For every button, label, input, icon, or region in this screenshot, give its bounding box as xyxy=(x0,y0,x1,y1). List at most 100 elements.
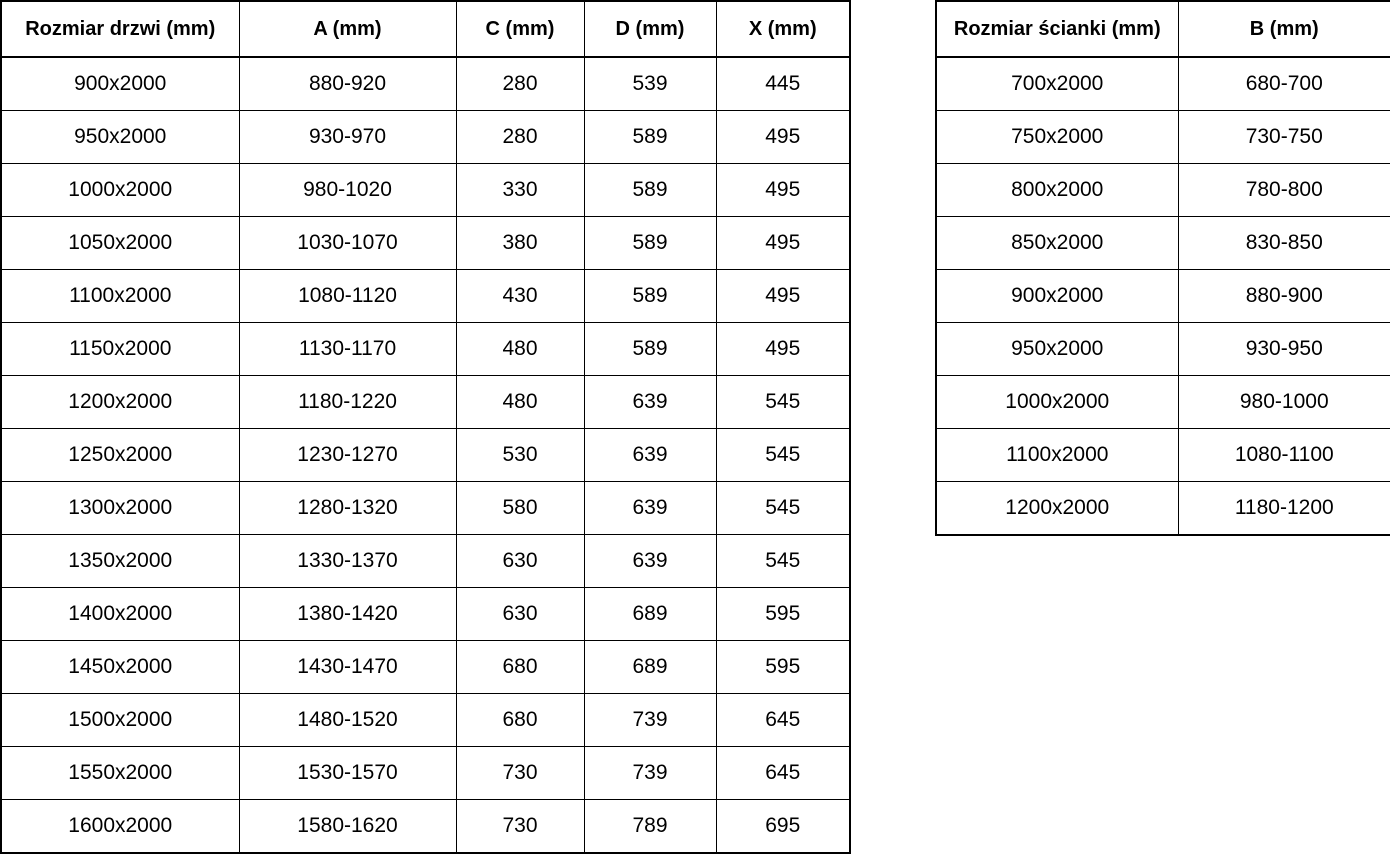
table-cell: 1100x2000 xyxy=(935,428,1179,482)
table-cell: 1480-1520 xyxy=(238,693,457,747)
wall-panel-sizes-table-head: Rozmiar ścianki (mm) B (mm) xyxy=(935,0,1390,58)
table-cell: 1530-1570 xyxy=(238,746,457,800)
table-row: 1250x2000 1230-1270 530 639 545 xyxy=(0,428,851,482)
table-cell: 639 xyxy=(583,428,717,482)
table-cell: 1030-1070 xyxy=(238,216,457,270)
table-row: 750x2000 730-750 xyxy=(935,110,1390,164)
table-row: 1400x2000 1380-1420 630 689 595 xyxy=(0,587,851,641)
table-row: 1500x2000 1480-1520 680 739 645 xyxy=(0,693,851,747)
table-cell: 850x2000 xyxy=(935,216,1179,270)
table-cell: 1300x2000 xyxy=(0,481,240,535)
table-cell: 980-1000 xyxy=(1177,375,1390,429)
table-cell: 545 xyxy=(715,375,851,429)
table-cell: 1200x2000 xyxy=(935,481,1179,536)
table-cell: 1080-1120 xyxy=(238,269,457,323)
table-cell: 689 xyxy=(583,640,717,694)
table-cell: 750x2000 xyxy=(935,110,1179,164)
table-row: 1350x2000 1330-1370 630 639 545 xyxy=(0,534,851,588)
table-cell: 1430-1470 xyxy=(238,640,457,694)
table-cell: 930-950 xyxy=(1177,322,1390,376)
table-row: 1050x2000 1030-1070 380 589 495 xyxy=(0,216,851,270)
table-cell: 780-800 xyxy=(1177,163,1390,217)
table-cell: 480 xyxy=(455,375,585,429)
table-cell: 739 xyxy=(583,693,717,747)
table-cell: 680 xyxy=(455,640,585,694)
table-cell: 680-700 xyxy=(1177,56,1390,111)
column-header: Rozmiar drzwi (mm) xyxy=(0,0,240,58)
table-cell: 1180-1220 xyxy=(238,375,457,429)
table-cell: 495 xyxy=(715,269,851,323)
table-cell: 545 xyxy=(715,428,851,482)
table-cell: 589 xyxy=(583,269,717,323)
table-cell: 589 xyxy=(583,322,717,376)
table-cell: 639 xyxy=(583,534,717,588)
table-cell: 639 xyxy=(583,481,717,535)
door-sizes-table-body: 900x2000 880-920 280 539 445 950x2000 930-970 2… xyxy=(0,56,851,854)
table-cell: 1330-1370 xyxy=(238,534,457,588)
table-cell: 280 xyxy=(455,56,585,111)
table-cell: 700x2000 xyxy=(935,56,1179,111)
table-cell: 645 xyxy=(715,693,851,747)
table-cell: 589 xyxy=(583,216,717,270)
wall-panel-sizes-table: Rozmiar ścianki (mm) B (mm) 700x2000 680-7… xyxy=(935,0,1390,536)
table-cell: 1150x2000 xyxy=(0,322,240,376)
table-row: 850x2000 830-850 xyxy=(935,216,1390,270)
table-cell: 589 xyxy=(583,163,717,217)
table-cell: 1550x2000 xyxy=(0,746,240,800)
table-cell: 580 xyxy=(455,481,585,535)
table-cell: 1080-1100 xyxy=(1177,428,1390,482)
table-cell: 789 xyxy=(583,799,717,854)
column-header: X (mm) xyxy=(715,0,851,58)
table-row: 1300x2000 1280-1320 580 639 545 xyxy=(0,481,851,535)
table-header-row: Rozmiar ścianki (mm) B (mm) xyxy=(935,0,1390,58)
table-cell: 950x2000 xyxy=(0,110,240,164)
table-cell: 280 xyxy=(455,110,585,164)
table-row: 1200x2000 1180-1200 xyxy=(935,481,1390,536)
table-cell: 1580-1620 xyxy=(238,799,457,854)
column-header: A (mm) xyxy=(238,0,457,58)
table-cell: 1200x2000 xyxy=(0,375,240,429)
table-cell: 1600x2000 xyxy=(0,799,240,854)
table-row: 1200x2000 1180-1220 480 639 545 xyxy=(0,375,851,429)
table-row: 1100x2000 1080-1120 430 589 495 xyxy=(0,269,851,323)
table-row: 950x2000 930-950 xyxy=(935,322,1390,376)
table-cell: 630 xyxy=(455,587,585,641)
table-cell: 880-920 xyxy=(238,56,457,111)
column-header: C (mm) xyxy=(455,0,585,58)
table-cell: 695 xyxy=(715,799,851,854)
table-cell: 380 xyxy=(455,216,585,270)
column-header: Rozmiar ścianki (mm) xyxy=(935,0,1179,58)
table-cell: 1280-1320 xyxy=(238,481,457,535)
table-cell: 1100x2000 xyxy=(0,269,240,323)
door-sizes-table-head: Rozmiar drzwi (mm) A (mm) C (mm) D (mm) X (m… xyxy=(0,0,851,58)
table-row: 1150x2000 1130-1170 480 589 495 xyxy=(0,322,851,376)
table-cell: 730 xyxy=(455,799,585,854)
table-cell: 445 xyxy=(715,56,851,111)
table-row: 950x2000 930-970 280 589 495 xyxy=(0,110,851,164)
table-cell: 730-750 xyxy=(1177,110,1390,164)
column-header: B (mm) xyxy=(1177,0,1390,58)
table-cell: 645 xyxy=(715,746,851,800)
table-row: 1450x2000 1430-1470 680 689 595 xyxy=(0,640,851,694)
table-cell: 595 xyxy=(715,587,851,641)
table-cell: 495 xyxy=(715,110,851,164)
table-cell: 1230-1270 xyxy=(238,428,457,482)
table-cell: 589 xyxy=(583,110,717,164)
table-cell: 545 xyxy=(715,534,851,588)
table-cell: 539 xyxy=(583,56,717,111)
wall-panel-sizes-table-body: 700x2000 680-700 750x2000 730-750 800x2000 78… xyxy=(935,56,1390,536)
table-row: 1100x2000 1080-1100 xyxy=(935,428,1390,482)
table-cell: 330 xyxy=(455,163,585,217)
table-row: 1000x2000 980-1020 330 589 495 xyxy=(0,163,851,217)
table-cell: 900x2000 xyxy=(0,56,240,111)
table-cell: 495 xyxy=(715,216,851,270)
table-cell: 1380-1420 xyxy=(238,587,457,641)
table-cell: 530 xyxy=(455,428,585,482)
table-row: 900x2000 880-920 280 539 445 xyxy=(0,56,851,111)
table-cell: 900x2000 xyxy=(935,269,1179,323)
table-cell: 1000x2000 xyxy=(0,163,240,217)
table-cell: 595 xyxy=(715,640,851,694)
table-cell: 480 xyxy=(455,322,585,376)
table-cell: 1180-1200 xyxy=(1177,481,1390,536)
